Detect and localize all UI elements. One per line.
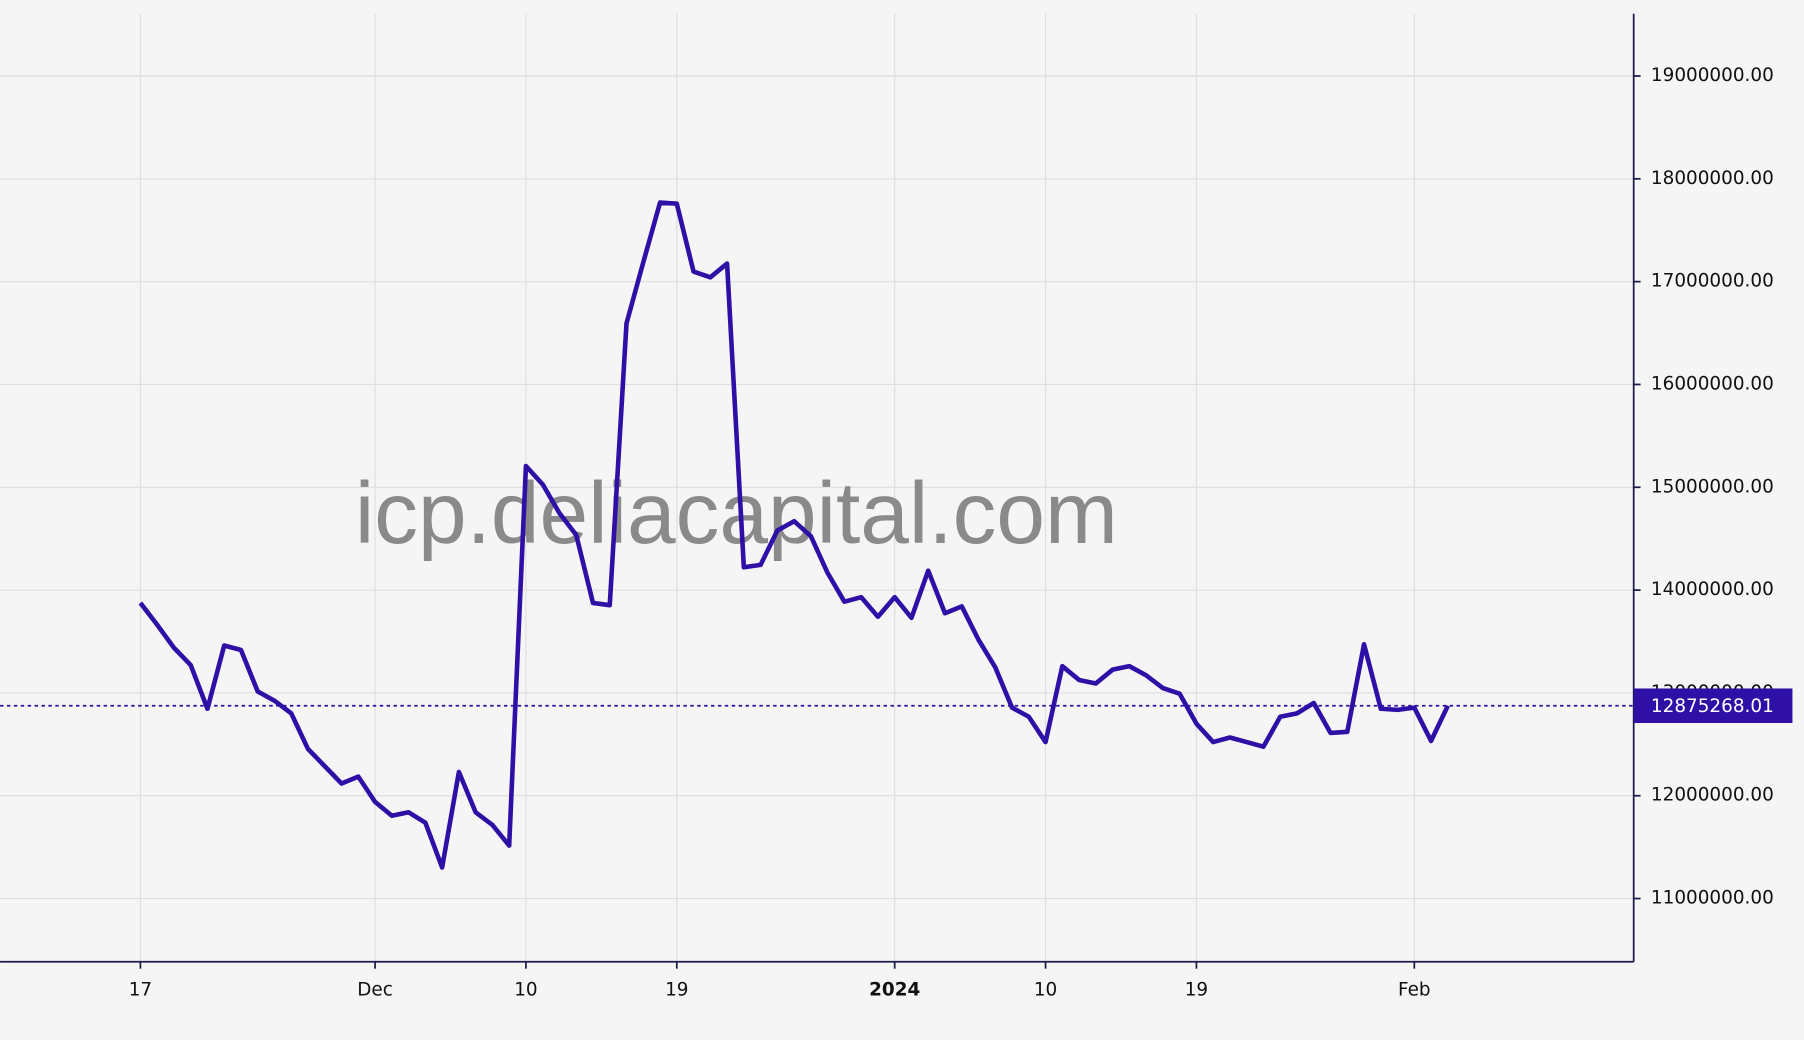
y-tick-label: 12000000.00 (1651, 785, 1774, 806)
last-price-box (1633, 688, 1793, 723)
x-tick-label: 10 (514, 980, 537, 1001)
y-tick-label: 19000000.00 (1651, 65, 1774, 86)
watermark: icp.deliacapital.com (355, 464, 1118, 562)
y-tick-label: 14000000.00 (1651, 579, 1774, 600)
y-tick-label: 17000000.00 (1651, 271, 1774, 292)
y-tick-label: 15000000.00 (1651, 476, 1774, 497)
line-series (138, 200, 1450, 870)
y-tick-label: 16000000.00 (1651, 373, 1774, 394)
x-tick-label: Feb (1398, 980, 1431, 1001)
y-tick-label: 11000000.00 (1651, 888, 1774, 909)
x-tick-label: Dec (357, 980, 393, 1001)
last-price-label: 12875268.01 (1651, 696, 1774, 717)
x-tick-label: 2024 (869, 980, 920, 1001)
x-tick-label: 19 (1185, 980, 1208, 1001)
x-tick-label: 19 (665, 980, 688, 1001)
x-tick-label: 10 (1034, 980, 1057, 1001)
y-tick-label: 18000000.00 (1651, 168, 1774, 189)
x-tick-label: 17 (129, 980, 152, 1001)
